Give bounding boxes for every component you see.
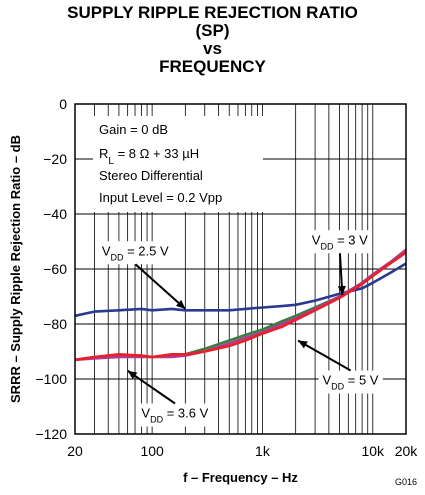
x-tick-label: 20 [67,443,83,459]
annotation-bg [137,403,213,427]
y-tick-label: −20 [43,151,67,167]
y-tick-label: −100 [35,371,67,387]
title-line-2: (SP) [195,21,230,40]
y-axis-label: SRRR – Supply Ripple Rejection Ratio – d… [8,135,23,403]
arrow-head [298,340,308,349]
x-tick-label: 20k [395,443,419,459]
y-tick-label: −40 [43,206,67,222]
plot-frame [74,103,407,435]
y-tick-label: −80 [43,316,67,332]
annotation-arrow [297,339,352,372]
y-tick-label: 0 [59,96,67,112]
figure-id: G016 [394,477,417,487]
title-line-3: vs [203,39,222,58]
annotation-bg [318,370,383,394]
series-line [74,262,407,318]
x-tick-label: 100 [140,443,164,459]
condition-text: Stereo Differential [99,168,203,183]
x-axis-label: f – Frequency – Hz [183,470,298,485]
annotation-arrow [127,369,176,405]
arrow-head [127,370,138,380]
annotation-bg [307,230,373,254]
arrow-head [175,299,186,309]
y-tick-label: −60 [43,261,67,277]
series-line [74,251,407,362]
y-tick-label: −120 [35,426,67,442]
title-line-1: SUPPLY RIPPLE REJECTION RATIO [67,3,358,22]
x-tick-label: 10k [361,443,385,459]
condition-text: Gain = 0 dB [99,122,168,137]
x-tick-label: 1k [255,443,271,459]
annotation-arrow [134,263,186,310]
condition-text: Input Level = 0.2 Vpp [99,190,222,205]
annotation-bg [97,241,173,265]
arrow-head [337,285,346,296]
chart-title: SUPPLY RIPPLE REJECTION RATIO (SP) vs FR… [0,4,425,76]
series-group [74,248,407,362]
title-line-4: FREQUENCY [159,57,266,76]
conditions-bg [93,116,263,212]
